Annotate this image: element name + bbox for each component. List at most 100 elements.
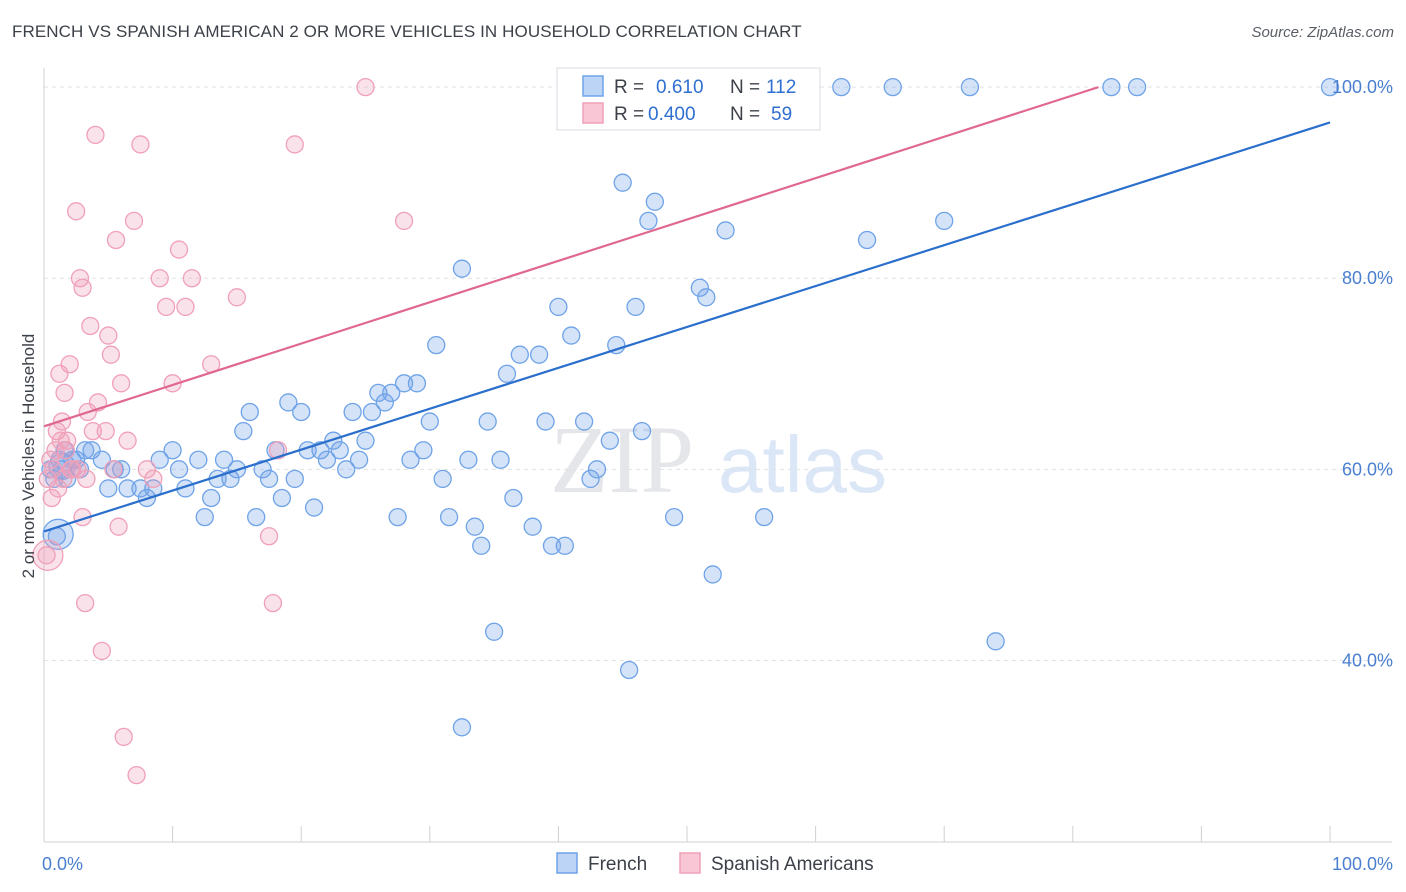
french-point <box>491 450 510 469</box>
french-point <box>574 412 594 431</box>
y-tick-label: 80.0% <box>1342 268 1393 288</box>
french-point <box>857 230 877 250</box>
french-point <box>42 518 74 550</box>
french-point <box>285 469 304 489</box>
series-spanish-points <box>32 77 414 785</box>
french-point <box>214 450 234 469</box>
spanish-point <box>259 527 279 546</box>
series-legend: French Spanish Americans <box>556 852 874 875</box>
french-point <box>362 402 382 422</box>
spanish-point <box>104 460 123 479</box>
stats-legend-n-value-spanish: 59 <box>771 104 792 125</box>
spanish-point <box>51 431 70 450</box>
spanish-point <box>127 765 146 785</box>
french-point <box>202 488 221 508</box>
spanish-point <box>56 441 76 460</box>
french-point <box>645 192 664 211</box>
spanish-point <box>227 288 247 307</box>
french-point <box>619 660 639 680</box>
stats-legend-swatch-french <box>582 75 604 97</box>
spanish-point <box>144 469 163 489</box>
trend-lines <box>43 86 1331 533</box>
french-point <box>755 507 774 527</box>
y-tick-label: 100.0% <box>1332 77 1393 97</box>
y-tick-label: 40.0% <box>1342 650 1393 670</box>
spanish-point <box>268 441 288 460</box>
french-point <box>349 450 369 469</box>
french-point <box>690 278 710 297</box>
french-point <box>497 364 517 383</box>
french-point <box>369 383 388 403</box>
stats-legend-r-value-french: 0.610 <box>656 77 704 98</box>
spanish-point <box>394 211 414 231</box>
spanish-point <box>263 593 283 613</box>
spanish-point <box>169 240 189 259</box>
spanish-point <box>42 488 61 508</box>
spanish-point <box>131 135 150 154</box>
french-point <box>716 221 735 240</box>
french-point <box>131 479 150 498</box>
french-point <box>259 469 279 489</box>
french-point <box>1127 77 1147 97</box>
french-point <box>169 460 189 479</box>
french-point <box>407 374 427 393</box>
french-point <box>439 507 459 527</box>
spanish-point <box>37 546 56 565</box>
stats-legend-n-value-french: 112 <box>766 77 796 98</box>
french-point <box>935 211 954 231</box>
french-point <box>163 441 182 460</box>
watermark-atlas: atlas <box>718 420 887 509</box>
french-point <box>382 383 401 403</box>
french-point <box>99 479 118 498</box>
french-point <box>626 297 645 317</box>
spanish-point <box>285 135 304 154</box>
french-point <box>343 402 362 422</box>
french-point <box>452 259 472 278</box>
legend-label-french: French <box>588 854 647 875</box>
spanish-point <box>101 345 121 364</box>
spanish-point <box>55 383 74 403</box>
french-point <box>529 345 549 364</box>
french-point <box>304 498 324 517</box>
stats-legend-r-label-spanish: R = <box>614 104 644 125</box>
french-point <box>1102 77 1121 97</box>
french-point <box>607 335 626 355</box>
french-point <box>292 402 311 422</box>
spanish-point <box>32 539 64 571</box>
french-point <box>549 297 568 317</box>
french-point <box>478 412 497 431</box>
stats-legend-r-label-french: R = <box>614 77 644 98</box>
french-point <box>510 345 529 364</box>
french-point <box>414 441 433 460</box>
spanish-point <box>99 326 118 345</box>
french-point <box>960 77 980 97</box>
french-point <box>337 460 356 479</box>
tick-labels: 40.0% 60.0% 80.0% 100.0% 0.0% 100.0% <box>42 77 1393 874</box>
y-axis-label: 2 or more Vehicles in Household <box>19 334 38 579</box>
french-point <box>600 431 619 450</box>
spanish-point <box>112 374 131 393</box>
watermark-zip: ZIP <box>550 406 694 513</box>
french-point <box>613 173 632 192</box>
spanish-point <box>76 593 95 613</box>
stats-legend-swatch-spanish <box>582 102 604 124</box>
french-point <box>459 450 478 469</box>
spanish-point <box>118 431 137 450</box>
french-point <box>542 536 562 555</box>
french-point <box>587 460 607 479</box>
spanish-point <box>67 202 86 221</box>
french-point <box>118 479 137 498</box>
spanish-point <box>83 421 103 441</box>
spanish-point <box>77 469 96 489</box>
trend-line-french <box>43 121 1331 533</box>
spanish-point <box>73 278 92 297</box>
french-point <box>465 517 484 536</box>
french-point <box>240 402 259 422</box>
french-point <box>562 326 581 345</box>
legend-label-spanish: Spanish Americans <box>711 854 874 875</box>
french-point <box>317 450 337 469</box>
french-point <box>555 536 574 555</box>
y-tick-label: 60.0% <box>1342 459 1393 479</box>
spanish-point <box>150 269 169 288</box>
french-point <box>472 536 491 555</box>
